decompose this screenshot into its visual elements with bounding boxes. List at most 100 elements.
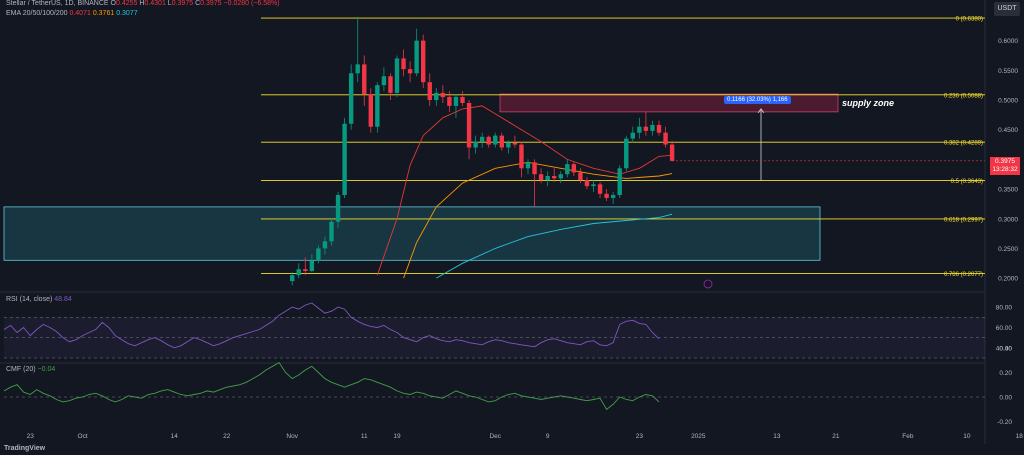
candle-body — [427, 82, 432, 100]
rsi-tick-label: 40.00 — [996, 345, 1013, 352]
candle-body — [440, 92, 446, 98]
candle-body — [460, 97, 465, 103]
supply-zone-label: supply zone — [842, 98, 895, 108]
price-tick-label: 0.2500 — [998, 246, 1018, 253]
price-tick-label: 0.3500 — [998, 187, 1018, 194]
time-tick-label: 18 — [1016, 433, 1024, 440]
candle-body — [525, 162, 531, 169]
ohlc-change: −0.0280 (−6.58%) — [223, 0, 280, 7]
candle-body — [342, 123, 347, 195]
time-tick-label: 9 — [546, 433, 550, 440]
last-price-tag: 0.3975 13:28:32 — [990, 157, 1020, 175]
ema100-line — [436, 213, 673, 279]
candle-body — [578, 172, 583, 181]
candle-body — [538, 174, 544, 181]
time-tick-label: Feb — [902, 433, 914, 440]
candle-body — [643, 126, 649, 131]
ema20-line — [376, 105, 673, 276]
ohlc-close-label: C — [195, 0, 201, 7]
cmf-legend: CMF (20) −0.04 — [6, 366, 55, 373]
candle-body — [479, 136, 485, 142]
price-tick-label: 0.2000 — [998, 276, 1018, 283]
ohlc-low: 0.3975 — [171, 0, 194, 7]
rsi-tick-label: 60.00 — [996, 325, 1013, 332]
demand-zone — [3, 206, 821, 261]
rsi-tick-label: 80.00 — [996, 305, 1013, 312]
candle-body — [506, 142, 511, 148]
symbol-line: Stellar / TetherUS, 1D, BINANCE — [6, 0, 109, 7]
candle-body — [552, 176, 557, 179]
fib-label: 0.786 (0.2077) — [944, 272, 983, 278]
time-tick-label: 2025 — [691, 433, 706, 440]
rsi-band — [4, 317, 985, 358]
time-tick-label: 23 — [636, 433, 644, 440]
time-tick-label: 19 — [393, 433, 401, 440]
time-tick-label: 22 — [223, 433, 231, 440]
candle-body — [303, 269, 308, 271]
rsi-label: RSI (14, close) — [6, 296, 53, 303]
currency-badge[interactable]: USDT — [994, 2, 1020, 16]
candle-body — [604, 193, 609, 198]
candle-body — [329, 221, 334, 242]
time-tick-label: 21 — [832, 433, 840, 440]
candle-body — [414, 40, 419, 74]
candle-body — [617, 168, 622, 195]
time-tick-label: 10 — [963, 433, 971, 440]
candle-body — [447, 97, 452, 106]
cmf-label: CMF (20) — [6, 366, 36, 373]
ohlc-close: 0.3975 — [200, 0, 222, 7]
candle-body — [394, 58, 400, 93]
candle-body — [669, 144, 675, 161]
candle-body — [290, 275, 295, 282]
time-tick-label: 14 — [171, 433, 179, 440]
price-tick-label: 0.3000 — [998, 216, 1018, 223]
fib-label: 0.382 (0.4289) — [944, 141, 983, 147]
rsi-value: 48.84 — [54, 296, 72, 303]
time-tick-label: 11 — [361, 433, 368, 440]
ema50-value: 0.3761 — [92, 10, 115, 17]
ohlc-open-label: O — [110, 0, 116, 7]
fib-label: 0.618 (0.2997) — [944, 217, 983, 223]
candle-body — [296, 269, 301, 276]
last-price-value: 0.3975 — [995, 158, 1015, 165]
candle-body — [453, 97, 459, 106]
rsi-legend: RSI (14, close) 48.84 — [6, 296, 72, 303]
candle-body — [545, 176, 550, 181]
candle-body — [493, 135, 498, 145]
candle-body — [335, 195, 341, 222]
ema20-value: 0.4071 — [69, 10, 91, 17]
last-price-countdown: 13:28:32 — [992, 166, 1018, 173]
measure-label: 0.1166 (32.03%) 1,166 — [724, 96, 791, 104]
cmf-tick-label: 0.40 — [999, 345, 1012, 352]
price-tick-label: 0.4500 — [998, 127, 1018, 134]
cmf-value: −0.04 — [37, 366, 56, 373]
tradingview-logo[interactable]: TradingView — [4, 445, 46, 452]
ema-legend: EMA 20/50/100/200 0.4071 0.3761 0.3077 — [6, 10, 138, 17]
candle-body — [597, 184, 603, 194]
ema100-value: 0.3077 — [116, 10, 138, 17]
candle-body — [532, 162, 537, 175]
measure-arrowhead — [757, 108, 765, 114]
candle-body — [512, 142, 518, 145]
candle-body — [650, 124, 655, 131]
cmf-tick-label: -0.20 — [997, 419, 1012, 426]
candle-body — [630, 132, 635, 139]
candle-body — [434, 92, 439, 100]
candle-body — [624, 138, 629, 169]
time-tick-label: Dec — [489, 433, 501, 440]
candle-body — [473, 141, 478, 148]
ohlc-open: 0.4255 — [115, 0, 138, 7]
time-tick-label: 23 — [27, 433, 35, 440]
candle-body — [565, 164, 570, 175]
ohlc-high-label: H — [139, 0, 145, 7]
candle-body — [486, 136, 491, 145]
candle-body — [558, 174, 563, 179]
ohlc-high: 0.4301 — [144, 0, 166, 7]
candle-body — [591, 184, 596, 187]
candle-body — [355, 64, 360, 74]
ema-label: EMA 20/50/100/200 — [6, 10, 68, 17]
candle-body — [571, 164, 577, 173]
footer-bar: TradingView — [0, 444, 1024, 455]
event-icon — [703, 279, 713, 289]
